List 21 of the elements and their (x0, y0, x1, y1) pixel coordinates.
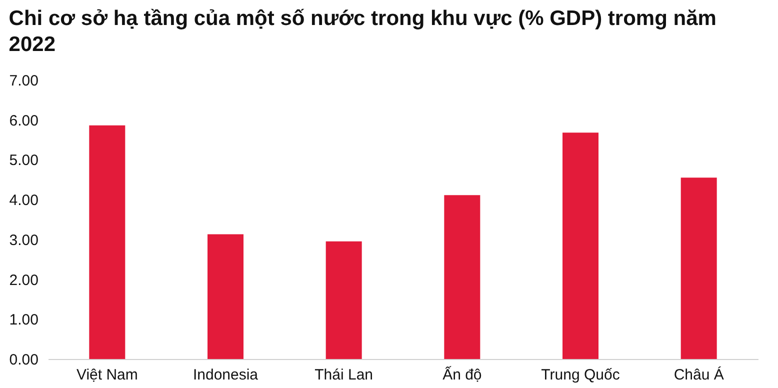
y-tick-label: 2.00 (9, 272, 38, 289)
x-tick-label: Thái Lan (314, 366, 374, 384)
y-tick-label: 4.00 (9, 192, 38, 210)
y-tick-label: 6.00 (9, 112, 38, 130)
y-tick-label: 1.00 (9, 312, 38, 329)
y-tick-label: 3.00 (9, 232, 38, 249)
x-tick-label: Việt Nam (76, 366, 138, 384)
bar (89, 125, 126, 359)
y-tick-label: 7.00 (9, 72, 38, 90)
y-tick-label: 0.00 (9, 352, 38, 368)
bar (680, 178, 717, 359)
bar (562, 132, 598, 359)
x-tick-label: Indonesia (192, 366, 259, 384)
bar (444, 195, 480, 359)
x-tick-label: Trung Quốc (541, 366, 620, 384)
y-tick-label: 5.00 (9, 152, 38, 170)
bar (208, 234, 244, 359)
bar (326, 241, 362, 359)
x-tick-label: Châu Á (674, 366, 724, 384)
x-tick-label: Ấn độ (442, 366, 482, 384)
chart-title: Chi cơ sở hạ tầng của một số nước trong khu vực (% GDP) tromg năm 2022 (8, 7, 716, 56)
